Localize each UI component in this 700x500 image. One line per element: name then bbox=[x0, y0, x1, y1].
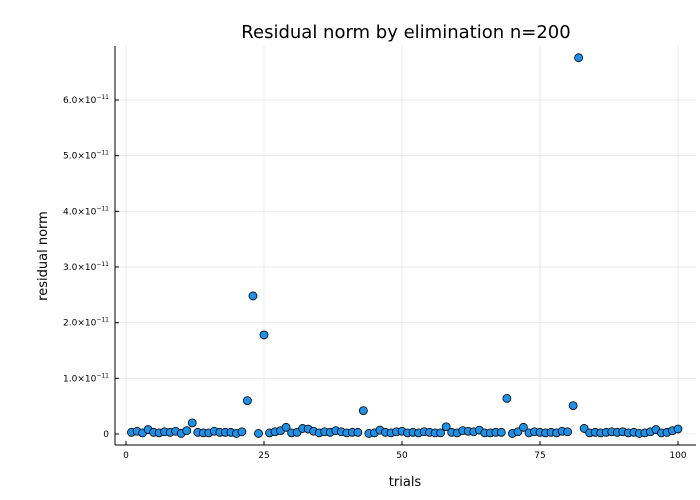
data-point bbox=[502, 393, 512, 403]
y-tick-label: 0 bbox=[103, 430, 109, 440]
y-axis-label: residual norm bbox=[36, 211, 51, 301]
data-point bbox=[563, 427, 572, 437]
x-tick-label: 0 bbox=[123, 451, 129, 461]
data-point bbox=[182, 426, 192, 436]
data-point bbox=[248, 291, 258, 301]
data-point bbox=[281, 422, 291, 432]
x-tick-label: 100 bbox=[669, 451, 686, 461]
data-point bbox=[187, 418, 197, 428]
data-point bbox=[519, 422, 528, 432]
data-points bbox=[127, 53, 683, 438]
y-tick-label: 2.0×10−11 bbox=[63, 317, 109, 329]
data-point bbox=[441, 422, 451, 432]
x-axis-ticks: 0 25 50 75 100 bbox=[123, 441, 687, 461]
data-point bbox=[496, 427, 506, 437]
x-tick-label: 75 bbox=[534, 451, 545, 461]
data-point bbox=[673, 424, 683, 434]
x-axis-label: trials bbox=[389, 475, 422, 490]
y-tick-label: 4.0×10−11 bbox=[63, 205, 109, 217]
y-tick-label: 6.0×10−11 bbox=[63, 94, 109, 106]
x-tick-label: 25 bbox=[258, 451, 269, 461]
data-point bbox=[574, 53, 584, 63]
data-point bbox=[237, 427, 247, 437]
chart-title: Residual norm by elimination n=200 bbox=[241, 22, 570, 43]
y-tick-label: 5.0×10−11 bbox=[63, 150, 109, 162]
data-point bbox=[353, 427, 363, 437]
grid bbox=[115, 46, 696, 445]
y-tick-label: 3.0×10−11 bbox=[63, 261, 109, 273]
data-point bbox=[358, 406, 368, 416]
data-point bbox=[259, 330, 269, 340]
data-point bbox=[568, 401, 578, 411]
data-point bbox=[436, 428, 446, 438]
y-axis-ticks: 0 1.0×10−11 2.0×10−11 3.0×10−11 4.0×10−11 5.0… bbox=[63, 94, 119, 440]
data-point bbox=[243, 396, 252, 406]
x-tick-label: 50 bbox=[396, 451, 408, 461]
data-point bbox=[254, 429, 263, 438]
y-tick-label: 1.0×10−11 bbox=[63, 372, 109, 384]
